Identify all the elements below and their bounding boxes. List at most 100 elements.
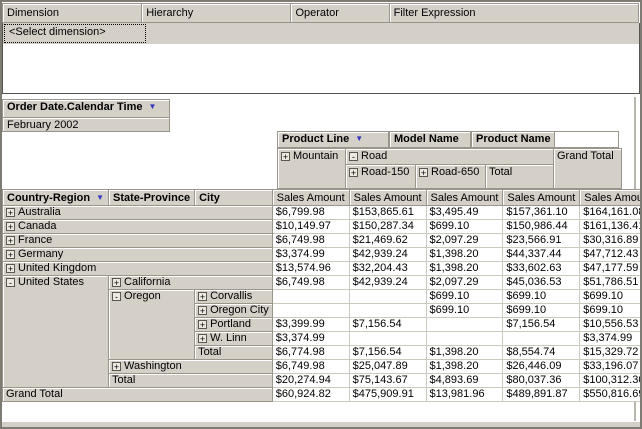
row-header-oregon-city[interactable]: + Oregon City <box>194 303 273 318</box>
sales-cell: $4,893.69 <box>425 373 504 388</box>
row-header-oregon[interactable]: - Oregon <box>108 289 196 360</box>
column-member-road[interactable]: - Road <box>345 148 554 165</box>
expand-icon[interactable]: + <box>6 236 15 246</box>
row-field-state-province[interactable]: State-Province <box>108 189 196 206</box>
measure-header-sales-amount[interactable]: Sales Amount <box>502 189 581 206</box>
column-field-product-line[interactable]: Product Line ▼ <box>277 131 389 148</box>
member-label: Germany <box>18 248 64 261</box>
expand-icon[interactable]: + <box>281 152 290 162</box>
sales-cell <box>425 317 504 332</box>
sales-cell <box>348 331 427 346</box>
expand-icon[interactable]: + <box>198 292 208 302</box>
row-header-canada[interactable]: + Canada <box>2 219 273 234</box>
collapse-icon[interactable]: - <box>112 292 122 302</box>
table-row: + Canada $10,149.97 $150,287.34 $699.10 $… <box>2 219 640 234</box>
expand-icon[interactable]: + <box>198 306 208 316</box>
sales-cell: $3,495.49 <box>425 205 504 220</box>
expand-icon[interactable]: + <box>6 208 15 218</box>
row-field-country-region[interactable]: Country-Region ▼ <box>2 189 110 206</box>
expand-icon[interactable]: + <box>419 168 428 178</box>
row-header-portland[interactable]: + Portland <box>194 317 273 332</box>
row-header-germany[interactable]: + Germany <box>2 247 273 262</box>
expand-icon[interactable]: + <box>6 250 15 260</box>
expand-icon[interactable]: + <box>112 278 122 288</box>
sales-cell: $6,774.98 <box>271 345 350 360</box>
measure-header-sales-amount[interactable]: Sales Amount <box>425 189 504 206</box>
row-field-city[interactable]: City <box>194 189 273 206</box>
row-header-corvallis[interactable]: + Corvallis <box>194 289 273 304</box>
sales-cell: $699.10 <box>502 303 581 318</box>
expand-icon[interactable]: + <box>112 362 122 372</box>
row-header-australia[interactable]: + Australia <box>2 205 273 220</box>
member-label: Portland <box>210 318 252 331</box>
sales-cell: $26,446.09 <box>502 359 581 374</box>
member-label: United States <box>18 276 85 289</box>
sales-cell: $699.10 <box>425 219 504 234</box>
sales-cell: $7,156.54 <box>348 345 427 360</box>
sales-cell: $699.10 <box>502 289 581 304</box>
expand-icon[interactable]: + <box>6 264 15 274</box>
row-header-w-linn[interactable]: + W. Linn <box>194 331 273 346</box>
measure-header-sales-amount[interactable]: Sales Amount <box>348 189 427 206</box>
sales-cell <box>271 303 350 318</box>
sales-cell: $1,398.20 <box>425 261 504 276</box>
sales-cell: $2,097.29 <box>425 233 504 248</box>
expand-icon[interactable]: + <box>6 222 15 232</box>
filter-field-order-date-calendar-time[interactable]: Order Date.Calendar Time ▼ <box>2 99 170 118</box>
sales-cell: $42,939.24 <box>348 247 427 262</box>
column-member-road-650[interactable]: + Road-650 <box>415 164 486 189</box>
row-header-california[interactable]: + California <box>108 275 273 290</box>
dropdown-icon[interactable]: ▼ <box>148 102 157 111</box>
sales-cell: $2,097.29 <box>425 275 504 290</box>
sales-cell: $7,156.54 <box>502 317 581 332</box>
expand-icon[interactable]: + <box>349 168 358 178</box>
filter-selection: February 2002 <box>2 117 170 132</box>
measure-header-sales-amount[interactable]: Sales Amount <box>271 189 350 206</box>
sales-cell <box>425 331 504 346</box>
sales-cell: $100,312.30 <box>579 373 640 388</box>
sales-cell: $6,799.98 <box>271 205 350 220</box>
column-member-mountain[interactable]: + Mountain <box>277 148 346 189</box>
member-label: Corvallis <box>210 290 253 303</box>
collapse-icon[interactable]: - <box>6 278 15 288</box>
table-row: + United Kingdom $13,574.96 $32,204.43 $1… <box>2 261 640 276</box>
sales-cell: $10,149.97 <box>271 219 350 234</box>
member-label: Road <box>361 150 388 162</box>
sales-cell: $699.10 <box>579 303 640 318</box>
row-field-label: Country-Region <box>7 191 91 204</box>
filter-grid-new-row: <Select dimension> <box>2 23 640 44</box>
member-label: W. Linn <box>210 332 247 345</box>
table-row: + Germany $3,374.99 $42,939.24 $1,398.20 … <box>2 247 640 262</box>
table-row: + Oregon City $699.10 $699.10 $699.10 <box>3 303 640 318</box>
sales-cell: $1,398.20 <box>425 359 504 374</box>
table-row: + W. Linn $3,374.99 $3,374.99 <box>3 331 640 346</box>
sales-cell: $3,374.99 <box>271 331 350 346</box>
member-label: Australia <box>18 206 61 219</box>
row-header-france[interactable]: + France <box>2 233 273 248</box>
member-label: Mountain <box>293 150 339 162</box>
filter-grid-empty-area <box>2 44 640 94</box>
member-label: Oregon City <box>210 304 269 317</box>
measure-header-sales-amount[interactable]: Sales Amount <box>579 189 640 206</box>
sales-cell: $23,566.91 <box>502 233 581 248</box>
sales-cell: $6,749.98 <box>271 359 350 374</box>
row-header-oregon-total: Total <box>194 345 273 360</box>
expand-icon[interactable]: + <box>198 320 208 330</box>
window-bottom-edge <box>2 421 640 427</box>
row-header-united-states[interactable]: - United States <box>2 275 110 388</box>
column-field-product-name[interactable]: Product Name <box>471 131 555 148</box>
collapse-icon[interactable]: - <box>349 152 358 162</box>
expand-icon[interactable]: + <box>198 334 208 344</box>
sales-cell: $45,036.53 <box>502 275 581 290</box>
sales-cell: $699.10 <box>579 289 640 304</box>
column-member-road-150[interactable]: + Road-150 <box>345 164 416 189</box>
column-field-model-name[interactable]: Model Name <box>389 131 471 148</box>
sales-cell <box>502 331 581 346</box>
select-dimension-cell[interactable]: <Select dimension> <box>4 24 146 43</box>
row-header-united-kingdom[interactable]: + United Kingdom <box>2 261 273 276</box>
dropdown-icon[interactable]: ▼ <box>355 134 364 143</box>
table-row: - Oregon + Corvallis $699.10 $699.10 $699.… <box>3 289 640 360</box>
dropdown-icon[interactable]: ▼ <box>96 192 105 202</box>
column-member-road-total: Total <box>485 164 554 189</box>
row-header-washington[interactable]: + Washington <box>108 359 273 374</box>
